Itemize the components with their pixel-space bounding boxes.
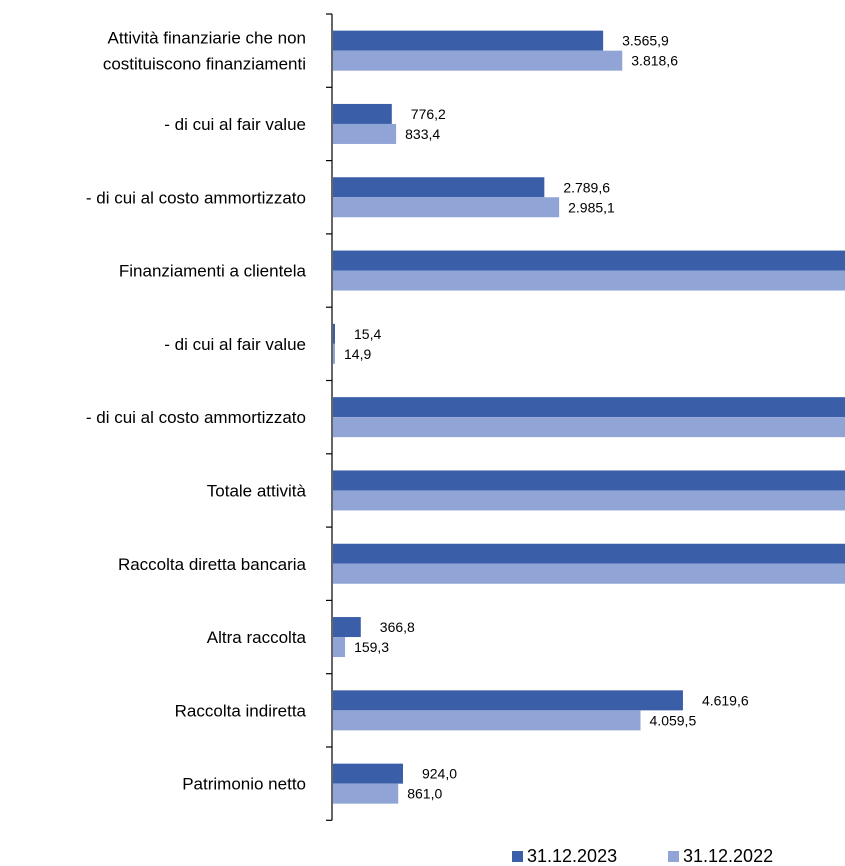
data-label: 2.789,6	[563, 179, 610, 195]
bar-31-12-2022	[333, 563, 845, 584]
data-label: 833,4	[405, 126, 440, 142]
category-label: - di cui al fair value	[164, 335, 306, 354]
data-label: 15,4	[354, 326, 381, 342]
bar-31-12-2023	[333, 30, 604, 51]
data-label: 366,8	[380, 619, 415, 635]
bar-31-12-2022	[333, 50, 623, 71]
data-label: 776,2	[411, 106, 446, 122]
legend-swatch-2022	[668, 851, 679, 862]
data-label: 861,0	[407, 786, 442, 802]
data-label: 14,9	[344, 346, 371, 362]
category-labels: Attività finanziarie che non costituiscon…	[86, 29, 307, 794]
bar-31-12-2022	[333, 343, 335, 364]
data-label: 159,3	[354, 639, 389, 655]
bar-31-12-2022	[333, 637, 346, 658]
value-labels: 3.565,9 3.818,6 776,2 833,4 2.789,6 2.985,1 15…	[344, 33, 749, 802]
legend: 31.12.2023 31.12.2022	[512, 846, 773, 866]
category-label: Altra raccolta	[207, 628, 307, 647]
category-label: - di cui al costo ammortizzato	[86, 408, 306, 427]
bars-layer	[333, 30, 845, 804]
data-label: 3.818,6	[631, 53, 678, 69]
bar-31-12-2022	[333, 270, 845, 291]
category-label: - di cui al fair value	[164, 115, 306, 134]
bar-31-12-2023	[333, 690, 683, 711]
category-label: Finanziamenti a clientela	[119, 262, 307, 281]
bar-31-12-2022	[333, 197, 560, 218]
bar-31-12-2023	[333, 323, 335, 344]
bar-31-12-2023	[333, 177, 545, 198]
category-label: Raccolta indiretta	[175, 701, 307, 720]
bar-31-12-2023	[333, 763, 403, 784]
bar-31-12-2022	[333, 783, 399, 804]
bar-31-12-2023	[333, 397, 845, 418]
category-label: Totale attività	[207, 481, 307, 500]
data-label: 4.059,5	[650, 712, 697, 728]
category-label: Raccolta diretta bancaria	[118, 555, 307, 574]
bar-31-12-2022	[333, 490, 845, 511]
bar-31-12-2023	[333, 250, 845, 271]
data-label: 3.565,9	[622, 33, 669, 49]
bar-31-12-2022	[333, 710, 641, 731]
data-label: 2.985,1	[568, 199, 615, 215]
data-label: 924,0	[422, 766, 457, 782]
data-label: 4.619,6	[702, 692, 749, 708]
bar-31-12-2022	[333, 417, 845, 438]
bar-31-12-2023	[333, 103, 392, 124]
category-label: - di cui al costo ammortizzato	[86, 188, 306, 207]
bar-31-12-2022	[333, 123, 397, 144]
bar-31-12-2023	[333, 470, 845, 491]
category-label: Attività finanziarie che non costituiscon…	[103, 29, 306, 74]
bar-31-12-2023	[333, 543, 845, 564]
bar-31-12-2023	[333, 617, 361, 638]
legend-label-2023: 31.12.2023	[527, 846, 617, 866]
category-label: Patrimonio netto	[182, 775, 306, 794]
category-axis	[326, 13, 333, 821]
legend-swatch-2023	[512, 851, 523, 862]
legend-label-2022: 31.12.2022	[683, 846, 773, 866]
